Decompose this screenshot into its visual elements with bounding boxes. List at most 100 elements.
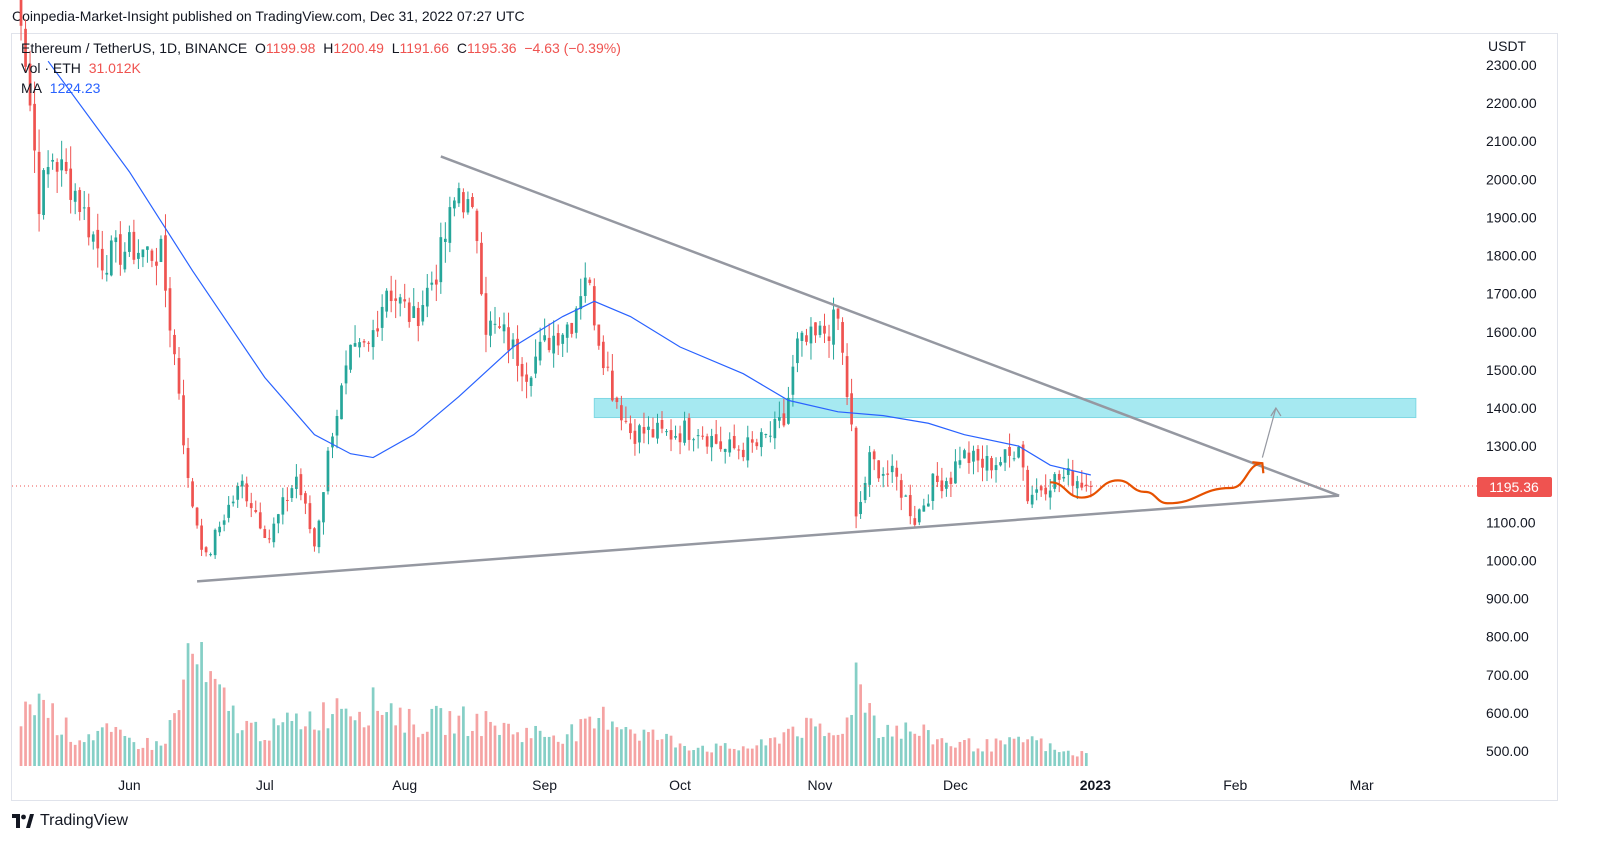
candle-body[interactable] (385, 290, 389, 312)
candle-body[interactable] (380, 306, 384, 328)
candle-body[interactable] (168, 288, 172, 331)
candle-body[interactable] (827, 336, 831, 341)
candle-body[interactable] (466, 199, 470, 213)
candle-body[interactable] (46, 166, 50, 175)
candle-body[interactable] (570, 322, 574, 334)
candle-body[interactable] (439, 237, 443, 283)
candle-body[interactable] (525, 374, 528, 382)
candle-body[interactable] (1066, 468, 1070, 475)
candle-body[interactable] (845, 356, 849, 397)
candle-body[interactable] (425, 287, 429, 307)
candle-body[interactable] (543, 335, 546, 341)
candle-body[interactable] (267, 538, 271, 540)
candle-body[interactable] (155, 261, 158, 266)
candle-body[interactable] (64, 161, 68, 172)
candle-body[interactable] (182, 395, 185, 446)
candle-body[interactable] (714, 434, 718, 444)
candle-body[interactable] (963, 450, 966, 459)
candle-body[interactable] (818, 325, 822, 335)
candle-body[interactable] (317, 520, 321, 548)
candle-body[interactable] (936, 475, 939, 482)
candle-body[interactable] (1030, 494, 1034, 505)
candle-body[interactable] (1057, 473, 1061, 480)
candle-body[interactable] (547, 337, 551, 351)
candle-body[interactable] (475, 210, 479, 242)
candle-body[interactable] (750, 439, 754, 443)
candle-body[interactable] (358, 342, 361, 348)
candle-body[interactable] (552, 335, 556, 354)
candle-body[interactable] (281, 497, 285, 515)
candle-body[interactable] (24, 28, 27, 67)
candle-body[interactable] (940, 480, 944, 492)
candle-body[interactable] (457, 188, 461, 204)
candle-body[interactable] (96, 229, 100, 249)
candle-body[interactable] (872, 451, 876, 460)
candle-body[interactable] (82, 207, 86, 209)
candle-body[interactable] (1017, 446, 1020, 458)
candle-body[interactable] (105, 272, 109, 275)
candle-body[interactable] (945, 481, 948, 489)
candle-body[interactable] (931, 473, 935, 501)
breakout-arrow-icon[interactable] (1261, 407, 1277, 458)
candle-body[interactable] (195, 507, 199, 526)
candle-body[interactable] (177, 358, 181, 394)
candle-body[interactable] (565, 324, 569, 338)
candle-body[interactable] (583, 277, 587, 296)
candle-body[interactable] (588, 279, 592, 283)
candle-body[interactable] (642, 427, 646, 434)
candle-body[interactable] (877, 460, 881, 479)
candle-body[interactable] (1003, 449, 1007, 463)
candle-body[interactable] (629, 423, 632, 434)
candle-body[interactable] (768, 435, 772, 437)
candle-body[interactable] (159, 238, 163, 262)
candle-body[interactable] (787, 397, 790, 424)
candle-body[interactable] (1044, 487, 1048, 495)
candle-body[interactable] (462, 192, 465, 213)
candle-body[interactable] (240, 480, 244, 487)
candle-body[interactable] (710, 435, 714, 448)
candle-body[interactable] (890, 465, 894, 473)
candle-body[interactable] (881, 473, 885, 476)
candle-body[interactable] (538, 341, 542, 361)
candle-body[interactable] (638, 425, 641, 443)
candle-body[interactable] (850, 393, 853, 425)
candle-body[interactable] (592, 286, 596, 326)
candle-body[interactable] (443, 238, 447, 242)
candle-body[interactable] (773, 418, 777, 439)
candle-body[interactable] (841, 322, 844, 353)
candle-body[interactable] (520, 363, 524, 377)
candle-body[interactable] (832, 309, 835, 345)
candle-body[interactable] (1012, 458, 1016, 460)
candle-body[interactable] (276, 514, 280, 524)
candle-body[interactable] (412, 306, 416, 319)
candle-body[interactable] (1062, 476, 1066, 479)
candle-body[interactable] (263, 529, 267, 539)
candle-body[interactable] (128, 232, 131, 252)
candle-body[interactable] (258, 512, 262, 529)
candle-body[interactable] (231, 501, 235, 504)
candle-body[interactable] (1089, 485, 1093, 487)
candle-body[interactable] (660, 419, 664, 429)
candle-body[interactable] (493, 323, 497, 325)
candle-body[interactable] (579, 296, 583, 310)
candle-body[interactable] (299, 474, 303, 496)
candle-body[interactable] (814, 322, 817, 336)
candle-body[interactable] (556, 333, 560, 346)
candle-body[interactable] (1008, 446, 1011, 456)
candle-body[interactable] (308, 503, 312, 530)
candle-body[interactable] (534, 356, 537, 374)
candle-body[interactable] (606, 366, 610, 368)
candle-body[interactable] (150, 250, 154, 261)
candle-body[interactable] (114, 237, 118, 243)
candle-body[interactable] (904, 495, 908, 497)
candle-body[interactable] (863, 482, 867, 501)
candle-body[interactable] (778, 417, 781, 421)
candle-body[interactable] (1021, 444, 1025, 468)
candle-body[interactable] (313, 528, 316, 547)
candle-body[interactable] (1053, 474, 1057, 489)
candle-body[interactable] (985, 456, 989, 471)
candle-body[interactable] (732, 435, 736, 449)
candle-body[interactable] (999, 462, 1002, 466)
candle-body[interactable] (173, 334, 176, 355)
candle-body[interactable] (51, 159, 54, 162)
